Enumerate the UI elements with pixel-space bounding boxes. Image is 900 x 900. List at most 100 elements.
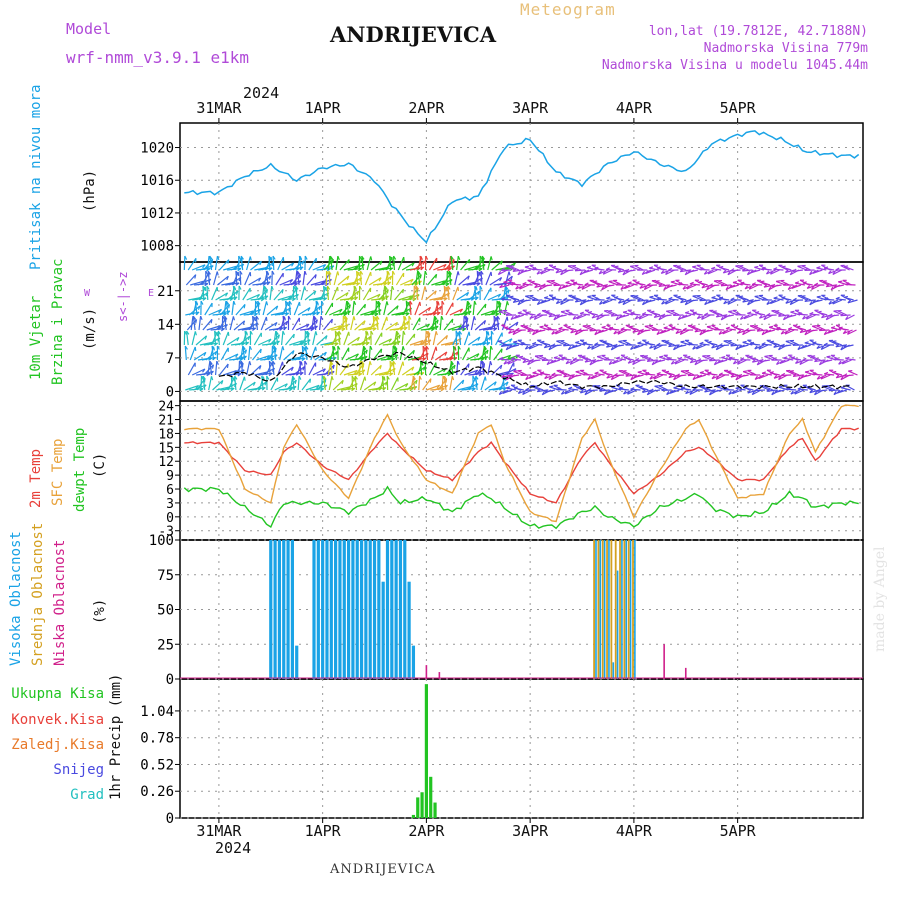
wind-arrow xyxy=(723,340,734,346)
wind-arrow xyxy=(216,386,231,391)
wind-arrowhead xyxy=(258,277,262,282)
wind-arrow xyxy=(540,299,551,304)
wind-arrowhead xyxy=(816,266,821,269)
wind-arrow xyxy=(625,299,636,302)
wind-arrowhead xyxy=(457,271,460,276)
wind-arrowhead xyxy=(779,360,784,364)
wind-arrow xyxy=(319,316,322,331)
wind-arrow xyxy=(634,314,645,320)
wind-arrowhead xyxy=(720,283,725,287)
wind-arrowhead xyxy=(799,329,804,333)
high-cloud-bar xyxy=(407,581,411,679)
wind-arrowhead xyxy=(548,346,552,351)
wind-arrowhead xyxy=(637,341,642,344)
wind-arrow xyxy=(327,325,341,331)
wind-arrow xyxy=(750,299,761,303)
wind-arrowhead xyxy=(806,285,811,289)
wind-arrowhead xyxy=(316,384,320,389)
wind-arrow xyxy=(439,316,443,331)
wind-arrow xyxy=(778,314,789,317)
high-cloud-bar xyxy=(612,662,615,679)
wind-arrowhead xyxy=(532,341,537,345)
wind-arrow xyxy=(721,356,732,361)
wind-arrow xyxy=(285,333,295,346)
wind-arrowhead xyxy=(323,285,327,290)
wind-arrowhead xyxy=(419,301,421,306)
wind-arrow xyxy=(622,340,632,346)
wind-arrowhead xyxy=(763,284,768,288)
wind-arrow xyxy=(335,292,349,301)
wind-arrow xyxy=(407,356,422,361)
wind-arrowhead xyxy=(459,308,464,313)
wind-arrowhead xyxy=(723,313,728,318)
wind-arrow xyxy=(653,374,664,380)
wind-arrow xyxy=(447,285,450,301)
wind-arrowhead xyxy=(194,274,197,279)
wind-arrow xyxy=(324,302,334,316)
wind-arrowhead xyxy=(466,292,470,297)
wind-arrow xyxy=(611,386,622,391)
wind-arrowhead xyxy=(528,374,533,379)
wind-arrowhead xyxy=(570,329,574,334)
wind-arrow xyxy=(812,299,823,303)
wind-arrowhead xyxy=(272,360,276,365)
wind-arrow xyxy=(594,268,605,271)
wind-arrow xyxy=(691,325,702,331)
wind-arrowhead xyxy=(718,330,722,335)
wind-arrowhead xyxy=(755,311,760,314)
wind-arrowhead xyxy=(323,297,328,301)
wind-arrowhead xyxy=(773,344,778,348)
wind-arrowhead xyxy=(536,312,541,316)
wind-arrowhead xyxy=(836,389,841,394)
wind-arrowhead xyxy=(796,325,801,328)
high-cloud-bar xyxy=(390,540,394,679)
wind-arrowhead xyxy=(737,329,742,334)
wind-arrow xyxy=(587,311,598,316)
wind-arrow xyxy=(296,361,302,376)
wind-arrow xyxy=(627,282,638,286)
wind-arrowhead xyxy=(265,270,270,275)
wind-arrow xyxy=(587,344,597,350)
wind-arrowhead xyxy=(510,281,515,285)
wind-arrow xyxy=(718,344,730,347)
wind-arrow xyxy=(474,320,486,331)
wind-arrowhead xyxy=(625,268,630,273)
precip-frame xyxy=(179,678,864,819)
wind-arrow xyxy=(514,314,524,319)
wind-arrowhead xyxy=(756,328,761,332)
wind-arrowhead xyxy=(220,380,224,385)
wind-arrow xyxy=(551,344,562,347)
wind-arrowhead xyxy=(450,255,454,260)
wind-arrowhead xyxy=(704,312,709,316)
wind-arrow xyxy=(833,358,844,361)
wind-arrowhead xyxy=(510,315,514,320)
high-cloud-bar xyxy=(290,540,294,679)
wind-arrowhead xyxy=(435,274,438,279)
wind-arrowhead xyxy=(527,361,531,366)
wind-arrowhead xyxy=(712,310,717,313)
wind-arrowhead xyxy=(373,381,377,386)
wind-arrowhead xyxy=(517,311,522,314)
wind-arrowhead xyxy=(658,316,662,321)
wind-arrowhead xyxy=(623,285,628,289)
wind-arrowhead xyxy=(614,296,619,299)
wind-arrowhead xyxy=(320,315,324,320)
wind-arrow xyxy=(382,286,386,301)
wind-arrowhead xyxy=(728,310,733,313)
wind-arrowhead xyxy=(746,271,751,276)
wind-arrow xyxy=(754,344,765,350)
wind-arrowhead xyxy=(510,275,513,281)
wind-arrowhead xyxy=(833,390,837,395)
wind-arrowhead xyxy=(817,310,822,313)
precip-bar xyxy=(433,802,437,818)
wind-arrow xyxy=(334,330,337,346)
wind-arrow xyxy=(576,386,587,391)
wind-arrowhead xyxy=(727,271,731,276)
wind-arrowhead xyxy=(727,300,731,305)
wind-arrowhead xyxy=(632,360,636,365)
wind-arrowhead xyxy=(769,371,774,374)
wind-arrow xyxy=(312,331,317,346)
wind-arrowhead xyxy=(519,285,523,290)
wind-arrow xyxy=(305,345,308,361)
